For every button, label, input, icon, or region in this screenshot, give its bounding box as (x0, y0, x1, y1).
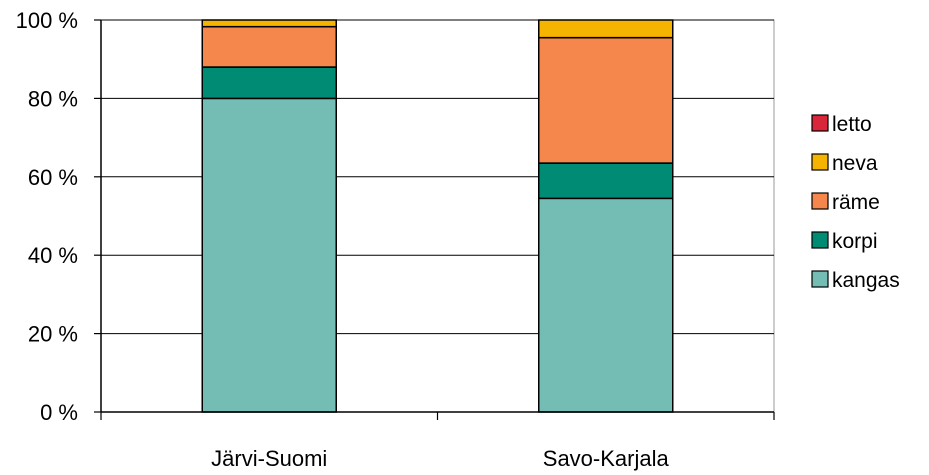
legend-swatch-neva (811, 153, 829, 171)
bar-segment-neva (538, 19, 674, 39)
bar-segment-kangas (538, 197, 674, 413)
bars (201, 19, 674, 413)
x-category-label: Järvi-Suomi (211, 446, 327, 471)
bar-segment-kangas (201, 97, 337, 413)
legend: letto neva räme korpi kangas (811, 113, 900, 292)
legend-label-letto: letto (832, 113, 872, 136)
legend-label-räme: räme (832, 191, 880, 214)
y-tick-label: 40 % (28, 243, 78, 268)
legend-swatch-letto (811, 114, 829, 132)
bar-segment-korpi (201, 66, 337, 100)
bar-segment-neva (201, 19, 337, 28)
bar-segment-räme (538, 36, 674, 164)
legend-swatch-räme (811, 192, 829, 210)
y-tick-labels: 0 % 20 % 40 % 60 % 80 % 100 % (16, 8, 78, 425)
y-tick-label: 0 % (40, 400, 78, 425)
bar-segment-korpi (538, 162, 674, 200)
legend-label-neva: neva (832, 152, 878, 175)
y-tick-label: 60 % (28, 165, 78, 190)
y-tick-label: 20 % (28, 322, 78, 347)
y-tick-label: 100 % (16, 8, 78, 33)
axes (94, 19, 775, 420)
x-category-labels: Järvi-Suomi Savo-Karjala (211, 446, 669, 471)
legend-label-korpi: korpi (832, 230, 878, 253)
x-category-label: Savo-Karjala (543, 446, 670, 471)
bar-segment-räme (201, 25, 337, 68)
y-tick-label: 80 % (28, 86, 78, 111)
legend-swatch-kangas (811, 270, 829, 288)
legend-label-kangas: kangas (832, 269, 900, 292)
legend-swatch-korpi (811, 231, 829, 249)
